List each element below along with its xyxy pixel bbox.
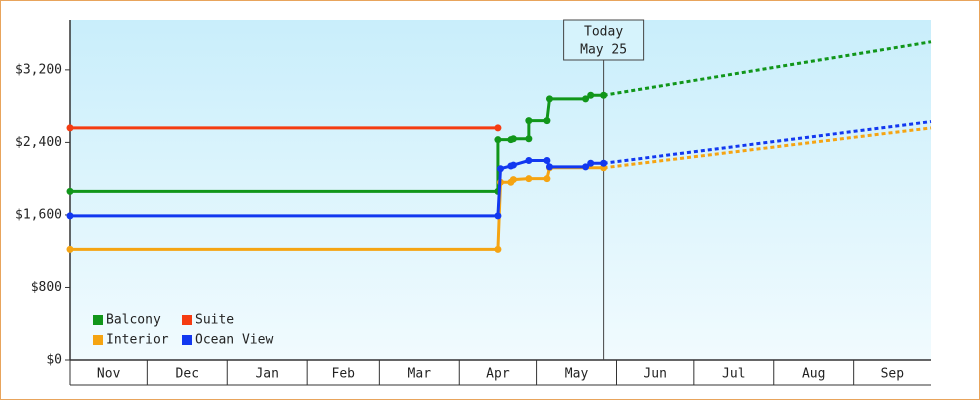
point [543, 175, 551, 183]
point [497, 165, 504, 173]
y-tick-label: $800 [31, 280, 62, 295]
y-tick-label: $3,200 [15, 62, 62, 77]
point [582, 163, 590, 171]
point [587, 159, 595, 167]
legend-swatch [93, 335, 103, 345]
point [66, 245, 74, 253]
point [509, 161, 517, 169]
legend-label: Interior [106, 333, 169, 348]
legend-label: Ocean View [195, 333, 273, 348]
point [600, 91, 608, 99]
legend-swatch [93, 315, 103, 325]
x-tick-label: Jul [722, 367, 745, 382]
point [509, 135, 517, 143]
point [66, 124, 74, 132]
forecast-line [603, 126, 932, 170]
point [525, 175, 533, 183]
forecast-line [603, 40, 932, 97]
x-tick-label: Jan [255, 367, 278, 382]
point [494, 212, 502, 220]
point [494, 136, 502, 144]
y-tick-label: $1,600 [15, 207, 62, 222]
point [543, 157, 551, 165]
point [545, 163, 553, 171]
today-box [563, 19, 645, 61]
legend-label: Suite [195, 313, 234, 328]
x-tick-label: Feb [332, 367, 356, 382]
point [600, 159, 608, 167]
point [494, 124, 502, 132]
x-tick-label: Sep [881, 367, 905, 382]
legend-label: Balcony [106, 313, 161, 328]
legend-swatch [182, 335, 192, 345]
point [582, 95, 590, 103]
point [66, 212, 74, 220]
point [525, 135, 533, 143]
x-tick-label: Mar [408, 367, 432, 382]
y-tick-label: $2,400 [15, 135, 62, 150]
legend-swatch [182, 315, 192, 325]
x-tick-label: Nov [97, 367, 121, 382]
point [587, 91, 595, 99]
today-label: Today [584, 25, 623, 40]
x-tick-label: Jun [643, 367, 666, 382]
point [509, 176, 517, 184]
x-tick-label: Aug [802, 367, 825, 382]
today-label: May 25 [580, 43, 627, 58]
x-tick-label: Apr [486, 367, 510, 382]
forecast-line [603, 120, 932, 165]
y-tick-label: $0 [46, 353, 62, 368]
point [66, 187, 74, 195]
point [545, 95, 553, 103]
point [525, 157, 533, 165]
x-tick-label: May [565, 367, 589, 382]
point [543, 117, 551, 125]
point [525, 117, 533, 125]
x-tick-label: Dec [176, 367, 199, 382]
point [494, 245, 502, 253]
